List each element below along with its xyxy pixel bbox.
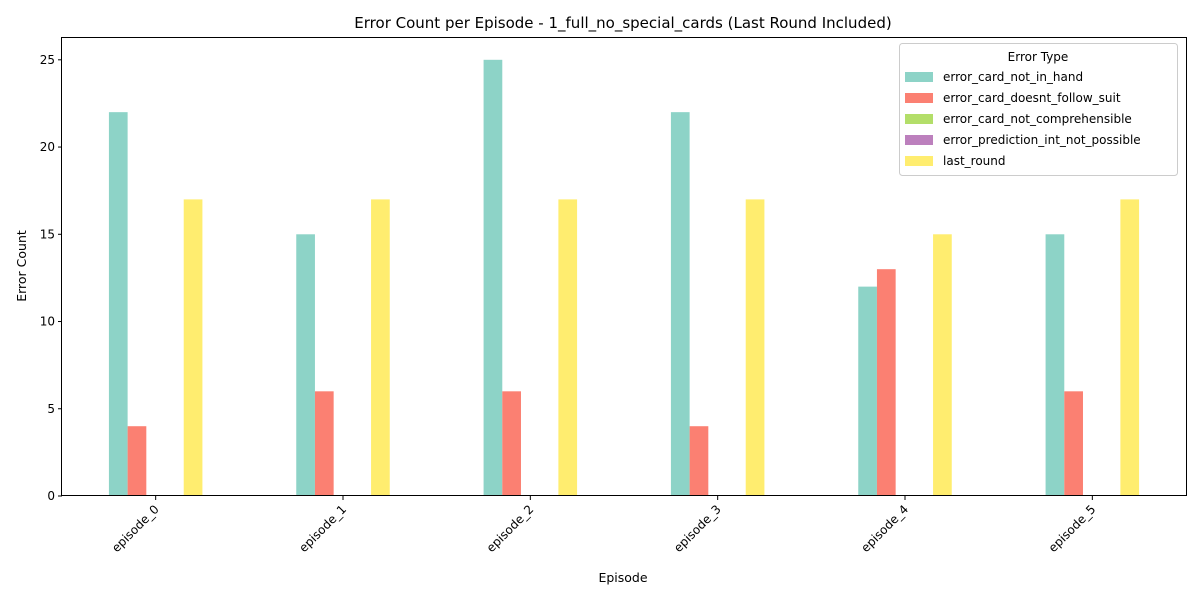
legend-label-last_round: last_round — [943, 154, 1005, 168]
legend-label-error_card_doesnt_follow_suit: error_card_doesnt_follow_suit — [943, 91, 1121, 105]
bar-error_card_doesnt_follow_suit-episode_3 — [689, 426, 709, 496]
plot-area: 0 5 10 15 20 25 episode_0 episode_1 episode_2 epi… — [40, 53, 1140, 555]
legend-label-error_prediction_int_not_possible: error_prediction_int_not_possible — [943, 133, 1141, 147]
bar-last_round-episode_2 — [558, 199, 578, 496]
bar-last_round-episode_4 — [933, 234, 952, 497]
bar-error_card_doesnt_follow_suit-episode_1 — [314, 391, 334, 496]
legend-swatch-error_prediction_int_not_possible — [905, 135, 933, 145]
x-tick-label: episode_1 — [296, 502, 349, 555]
bar-error_card_doesnt_follow_suit-episode_0 — [127, 426, 147, 496]
bar-error_card_not_in_hand-episode_4 — [858, 286, 877, 496]
x-tick-label: episode_5 — [1046, 502, 1099, 555]
bar-last_round-episode_1 — [371, 199, 390, 496]
legend-title: Error Type — [1008, 50, 1069, 64]
bar-error_card_not_in_hand-episode_1 — [296, 234, 315, 497]
bar-error_card_doesnt_follow_suit-episode_5 — [1064, 391, 1083, 496]
legend: Error Type error_card_not_in_handerror_c… — [899, 43, 1178, 176]
legend-swatch-error_card_doesnt_follow_suit — [905, 93, 933, 103]
y-tick-label: 20 — [40, 140, 55, 154]
legend-label-error_card_not_comprehensible: error_card_not_comprehensible — [943, 112, 1132, 126]
x-tick-label: episode_0 — [109, 502, 162, 555]
bar-error_card_not_in_hand-episode_3 — [670, 112, 690, 497]
plot-frame — [61, 37, 1187, 496]
y-tick-label: 5 — [47, 402, 55, 416]
bar-last_round-episode_5 — [1120, 199, 1140, 496]
bar-error_card_not_in_hand-episode_5 — [1045, 234, 1065, 497]
x-tick-label: episode_3 — [671, 502, 724, 555]
chart-title: Error Count per Episode - 1_full_no_spec… — [354, 14, 891, 33]
y-tick-label: 25 — [40, 53, 55, 67]
x-tick-label: episode_4 — [858, 502, 911, 555]
legend-swatch-error_card_not_comprehensible — [905, 114, 933, 124]
y-tick-label: 0 — [47, 489, 55, 503]
bar-error_card_not_in_hand-episode_2 — [483, 59, 503, 497]
legend-swatch-error_card_not_in_hand — [905, 72, 933, 82]
y-axis-label: Error Count — [14, 230, 29, 302]
legend-swatch-last_round — [905, 156, 933, 166]
legend-label-error_card_not_in_hand: error_card_not_in_hand — [943, 70, 1083, 84]
bar-error_card_doesnt_follow_suit-episode_2 — [502, 391, 521, 496]
bar-last_round-episode_0 — [183, 199, 203, 496]
y-tick-label: 15 — [40, 227, 55, 241]
y-tick-label: 10 — [40, 315, 55, 329]
bar-error_card_not_in_hand-episode_0 — [108, 112, 128, 497]
x-tick-label: episode_2 — [484, 502, 537, 555]
legend-frame — [899, 43, 1178, 176]
bar-last_round-episode_3 — [745, 199, 765, 496]
x-axis-label: Episode — [598, 570, 647, 585]
legend-items: error_card_not_in_hand error_card_doesnt_… — [905, 70, 1141, 168]
bar-error_card_doesnt_follow_suit-episode_4 — [876, 269, 896, 496]
